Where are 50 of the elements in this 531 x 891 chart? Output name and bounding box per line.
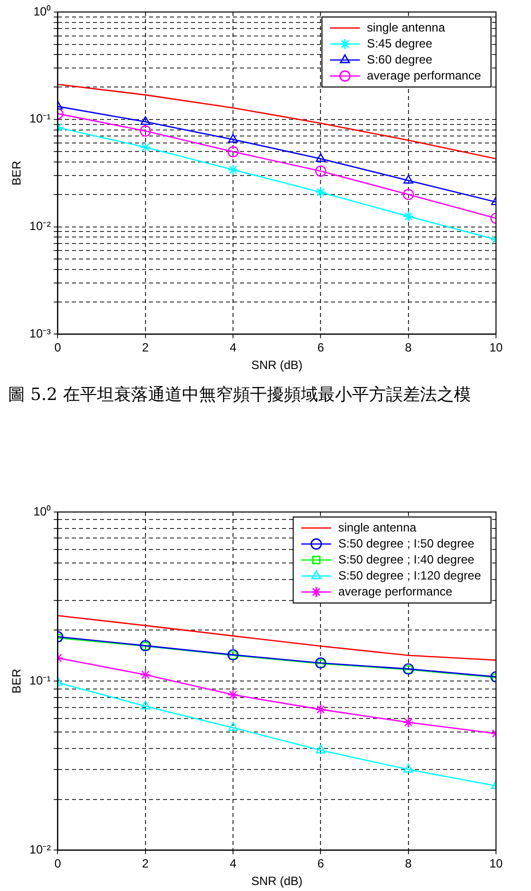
point — [315, 186, 326, 198]
point — [228, 722, 238, 731]
legend-label: S:60 degree — [366, 52, 433, 66]
point — [316, 153, 326, 162]
point — [402, 188, 414, 200]
x-tick-label: 4 — [230, 856, 237, 871]
legend-label: single antenna — [366, 20, 446, 34]
x-tick-label: 6 — [317, 856, 324, 871]
caption: 圖 5.2 在平坦衰落通道中無窄頻干擾頻域最小平方誤差法之模 — [7, 384, 472, 407]
y-tick-label: 10⁰ — [33, 504, 51, 518]
x-tick-label: 0 — [54, 340, 62, 355]
x-tick-label: 6 — [317, 340, 324, 355]
x-tick-label: 0 — [54, 856, 62, 871]
point — [402, 210, 414, 222]
x-axis-title: SNR (dB) — [251, 358, 303, 372]
point — [316, 744, 326, 754]
x-tick-label: 2 — [142, 340, 150, 355]
point — [315, 704, 326, 716]
x-tick-label: 8 — [405, 856, 412, 871]
x-tick-label: 10 — [489, 856, 503, 871]
x-tick-label: 10 — [489, 340, 503, 355]
point — [228, 134, 238, 143]
y-tick-label: 10⁻² — [29, 219, 51, 234]
x-tick-label: 4 — [230, 340, 237, 355]
legend-label: average performance — [338, 584, 453, 598]
legend-label: S:50 degree ; I:50 degree — [338, 536, 475, 550]
point — [227, 146, 239, 158]
point — [227, 164, 239, 176]
y-tick-label: 10⁻¹ — [29, 673, 51, 688]
point — [140, 700, 150, 710]
point — [402, 716, 414, 728]
point — [315, 166, 326, 177]
legend-label: S:50 degree ; I:120 degree — [338, 568, 482, 582]
x-axis-title: SNR (dB) — [251, 874, 303, 888]
y-tick-label: 10⁻² — [29, 842, 51, 857]
legend-label: S:50 degree ; I:40 degree — [338, 552, 475, 566]
y-tick-label: 10⁻³ — [29, 326, 51, 341]
legend-label: single antenna — [338, 520, 417, 534]
point — [140, 669, 151, 680]
y-axis-title: BER — [10, 668, 24, 694]
legend-label: S:45 degree — [366, 36, 433, 50]
point — [403, 174, 414, 184]
x-tick-label: 8 — [405, 340, 412, 355]
legend-label: average performance — [366, 68, 482, 82]
y-tick-label: 10⁻¹ — [29, 112, 51, 126]
point — [227, 689, 239, 700]
y-tick-label: 10⁰ — [33, 4, 51, 18]
point — [403, 764, 414, 773]
y-axis-title: BER — [10, 160, 24, 186]
x-tick-label: 2 — [142, 856, 150, 871]
